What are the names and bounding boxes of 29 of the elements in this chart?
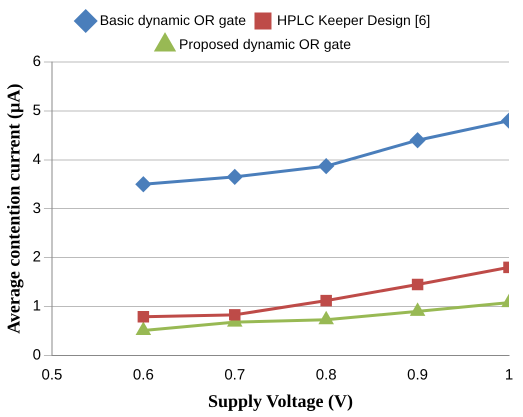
point	[320, 294, 332, 306]
point	[229, 309, 241, 321]
y-tick-label: 0	[32, 346, 41, 364]
point	[318, 158, 334, 174]
x-tick-label: 0.7	[224, 366, 246, 384]
y-axis-title: Average contention current (µA)	[3, 84, 24, 334]
y-tick-label: 5	[32, 102, 41, 120]
y-tick-label: 6	[32, 53, 41, 70]
legend-label: HPLC Keeper Design [6]	[276, 12, 430, 28]
x-tick-label: 0.5	[42, 366, 62, 384]
legend-label: Proposed dynamic OR gate	[179, 36, 352, 52]
y-tick-label: 2	[32, 248, 41, 266]
point	[136, 176, 151, 192]
y-tick-label: 4	[32, 150, 41, 168]
point	[227, 169, 242, 184]
x-tick-label: 0.6	[132, 366, 154, 384]
y-tick-label: 1	[32, 298, 41, 315]
point	[138, 311, 150, 323]
point	[412, 278, 424, 290]
legend-label: Basic dynamic OR gate	[100, 12, 246, 28]
x-tick-label: 0.9	[407, 366, 428, 384]
point	[410, 304, 424, 316]
x-tick-label: 0.8	[316, 366, 337, 384]
x-tick-label: 1	[504, 366, 514, 384]
point	[319, 312, 333, 324]
point	[410, 132, 426, 148]
point	[136, 322, 150, 335]
x-axis-title: Supply Voltage (V)	[208, 390, 353, 411]
y-tick-label: 3	[32, 200, 41, 217]
